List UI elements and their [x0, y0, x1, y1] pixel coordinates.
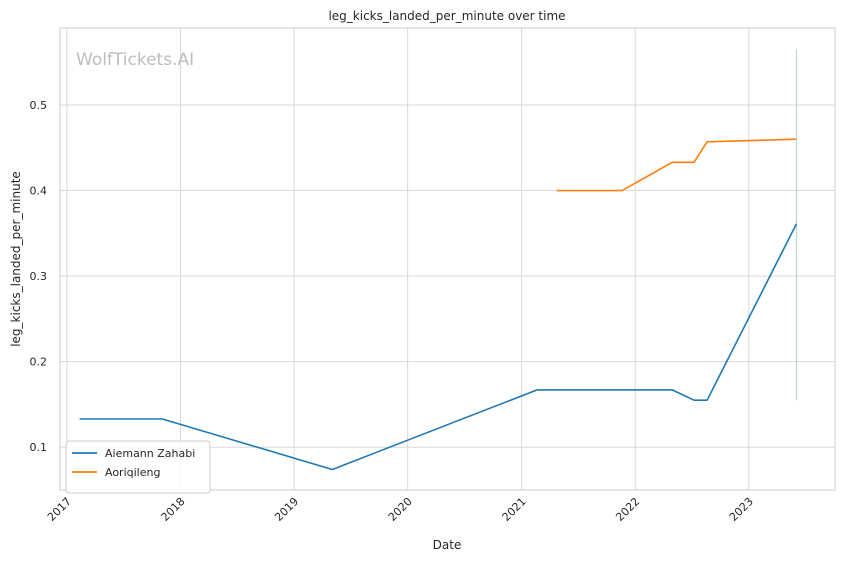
legend: Aiemann Zahabi Aoriqileng	[65, 440, 211, 494]
chart-title: leg_kicks_landed_per_minute over time	[328, 9, 565, 23]
y-tick-label: 0.3	[30, 270, 48, 283]
y-tick-label: 0.5	[30, 99, 48, 112]
y-tick-label: 0.4	[30, 185, 48, 198]
legend-label: Aiemann Zahabi	[105, 447, 195, 460]
y-axis-ticks: 0.1 0.2 0.3 0.4 0.5	[30, 99, 48, 454]
series-line-1	[79, 223, 798, 471]
y-tick-label: 0.1	[30, 441, 48, 454]
y-axis-title: leg_kicks_landed_per_minute	[9, 171, 23, 347]
watermark: WolfTickets.AI	[76, 50, 194, 70]
legend-label: Aoriqileng	[105, 466, 160, 479]
y-tick-label: 0.2	[30, 356, 48, 369]
chart-marks	[79, 49, 798, 471]
series-line-2	[556, 138, 797, 192]
x-axis-title: Date	[433, 538, 462, 552]
legend-box	[65, 440, 211, 494]
plot-area-frame	[59, 27, 836, 491]
